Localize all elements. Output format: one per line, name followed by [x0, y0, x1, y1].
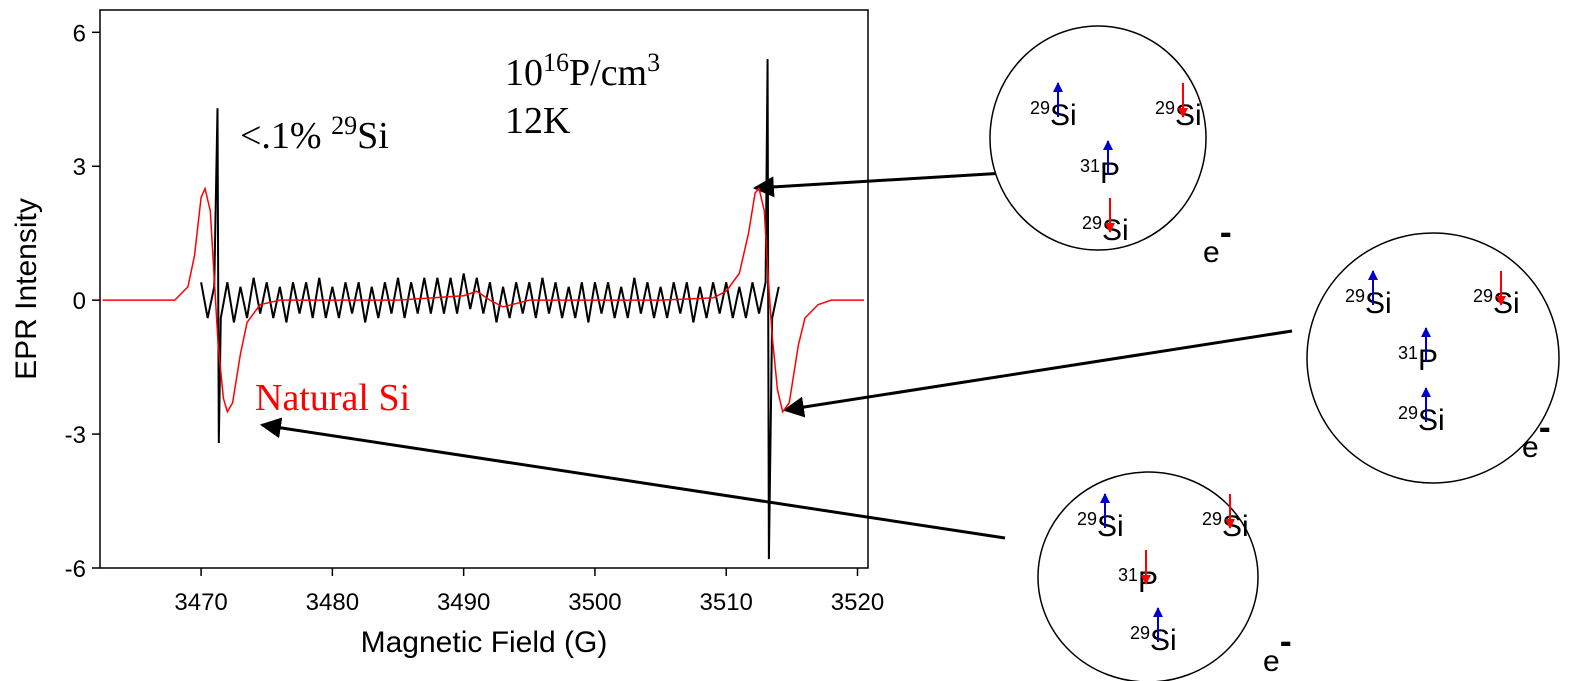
- y-axis-label: EPR Intensity: [10, 198, 43, 380]
- element-symbol: P: [1100, 157, 1120, 190]
- x-tick-label: 3520: [831, 589, 884, 616]
- isotope-number: 29: [1473, 286, 1493, 306]
- element-symbol: P: [1418, 344, 1438, 377]
- callout-arrow: [782, 329, 1293, 418]
- isotope-number: 29: [1082, 213, 1102, 233]
- plot-frame: [99, 9, 869, 569]
- data-line: [102, 186, 865, 414]
- electron-symbol: e: [1263, 645, 1280, 678]
- y-tick-label: 0: [73, 288, 86, 315]
- x-tick-label: 3470: [174, 589, 227, 616]
- annotation-superscript: 3: [647, 48, 660, 77]
- annotation: 12K: [505, 100, 571, 142]
- y-tick-label: 3: [73, 154, 86, 181]
- callout-arrow: [259, 417, 1006, 540]
- element-symbol: P: [1138, 566, 1158, 599]
- isotope-number: 29: [1030, 98, 1050, 118]
- isotope-number: 31: [1398, 343, 1418, 363]
- annotation-superscript: 29: [331, 111, 357, 140]
- element-symbol: Si: [1365, 287, 1392, 320]
- isotope-number: 29: [1155, 98, 1175, 118]
- isotope-number: 31: [1080, 156, 1100, 176]
- electron-label: e-: [1263, 620, 1292, 678]
- nucleus-label: 29Si: [1077, 509, 1124, 543]
- isotope-number: 29: [1130, 623, 1150, 643]
- x-tick-label: 3500: [568, 589, 621, 616]
- x-tick-label: 3480: [306, 589, 359, 616]
- x-tick-label: 3490: [437, 589, 490, 616]
- nucleus-label: 29Si: [1473, 286, 1520, 320]
- isotope-number: 29: [1345, 286, 1365, 306]
- isotope-number: 29: [1202, 509, 1222, 529]
- electron-charge: -: [1539, 406, 1551, 447]
- annotation: 1016P/cm3: [505, 48, 660, 95]
- electron-label: e-: [1203, 211, 1232, 269]
- electron-symbol: e: [1203, 236, 1220, 269]
- y-tick-label: -6: [65, 556, 86, 583]
- nucleus-label: 29Si: [1130, 623, 1177, 657]
- nucleus-label: 29Si: [1030, 98, 1077, 132]
- annotation-text: <.1%: [240, 115, 331, 157]
- y-tick-label: 6: [73, 20, 86, 47]
- electron-symbol: e: [1522, 431, 1539, 464]
- isotope-number: 29: [1398, 403, 1418, 423]
- electron-label: e-: [1522, 406, 1551, 464]
- isotope-number: 29: [1077, 509, 1097, 529]
- y-tick-label: -3: [65, 422, 86, 449]
- donor-circle: [1306, 232, 1560, 484]
- data-line: [200, 59, 780, 560]
- element-symbol: Si: [1097, 510, 1124, 543]
- element-symbol: Si: [1102, 214, 1129, 247]
- element-symbol: Si: [1050, 99, 1077, 132]
- annotation: Natural Si: [255, 377, 410, 419]
- element-symbol: Si: [1175, 99, 1202, 132]
- annotation: <.1% 29Si: [240, 111, 389, 158]
- annotation-superscript: 16: [543, 48, 569, 77]
- x-tick-label: 3510: [700, 589, 753, 616]
- annotation-text: 12K: [505, 100, 571, 142]
- annotation-text: Natural Si: [255, 377, 410, 419]
- nucleus-label: 31P: [1080, 156, 1120, 190]
- nucleus-label: 31P: [1398, 343, 1438, 377]
- annotation-text: Si: [357, 115, 389, 157]
- callout-arrows: [259, 171, 1293, 540]
- element-symbol: Si: [1493, 287, 1520, 320]
- element-symbol: Si: [1222, 510, 1249, 543]
- nucleus-label: 29Si: [1345, 286, 1392, 320]
- electron-charge: -: [1220, 211, 1232, 252]
- isotope-number: 31: [1118, 565, 1138, 585]
- x-axis-label: Magnetic Field (G): [361, 626, 608, 659]
- annotation-text: 10: [505, 52, 543, 94]
- callout-arrow: [752, 171, 1006, 198]
- nucleus-label: 29Si: [1398, 403, 1445, 437]
- donor-circle: [989, 25, 1207, 251]
- element-symbol: Si: [1418, 404, 1445, 437]
- element-symbol: Si: [1150, 624, 1177, 657]
- electron-charge: -: [1280, 620, 1292, 661]
- annotation-text: P/cm: [569, 52, 647, 94]
